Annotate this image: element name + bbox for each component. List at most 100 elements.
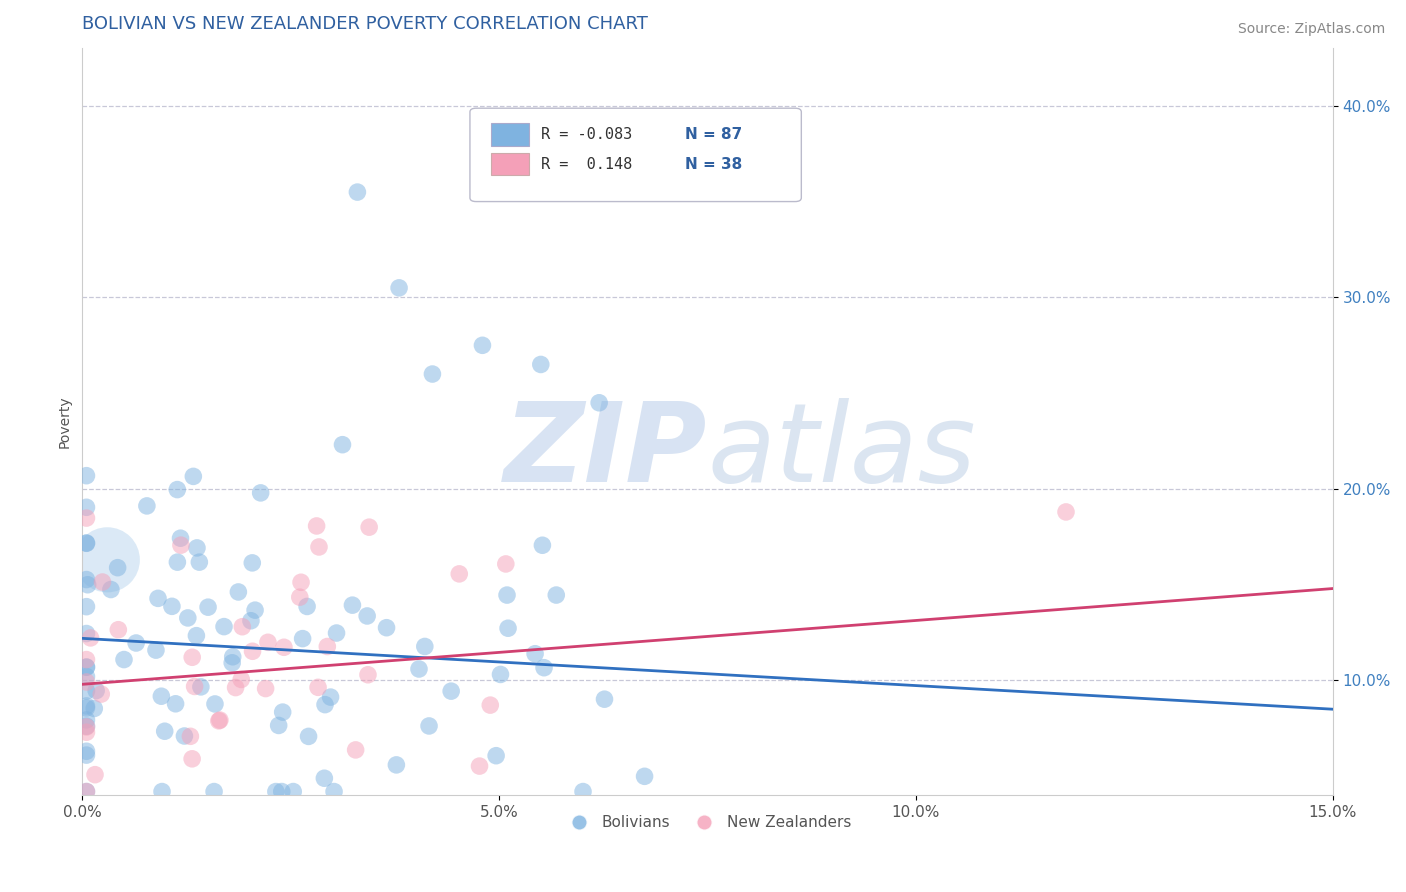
Point — [356, 609, 378, 624]
Point — [495, 557, 517, 571]
Point — [471, 338, 494, 352]
Point — [485, 748, 508, 763]
Point — [75, 784, 97, 798]
Point — [76, 578, 98, 592]
Legend: Bolivians, New Zealanders: Bolivians, New Zealanders — [558, 809, 858, 837]
Point — [316, 640, 339, 654]
Point — [173, 729, 195, 743]
Point — [181, 752, 204, 766]
Point — [75, 684, 97, 698]
Y-axis label: Poverty: Poverty — [58, 396, 72, 449]
Text: N = 87: N = 87 — [685, 127, 742, 142]
Point — [75, 599, 97, 614]
Point — [357, 667, 380, 681]
Point — [231, 673, 253, 687]
Point — [75, 701, 97, 715]
Point — [170, 538, 193, 552]
Point — [125, 636, 148, 650]
Point — [385, 757, 408, 772]
Point — [183, 680, 205, 694]
Point — [572, 784, 595, 798]
Point — [202, 784, 225, 798]
Point — [212, 619, 235, 633]
Point — [295, 599, 318, 614]
Point — [332, 438, 354, 452]
Point — [496, 621, 519, 635]
Text: R = -0.083: R = -0.083 — [541, 127, 633, 142]
Point — [388, 281, 411, 295]
Point — [283, 784, 305, 798]
Point — [314, 698, 336, 712]
Point — [593, 692, 616, 706]
Point — [314, 771, 336, 785]
Point — [183, 469, 205, 483]
Point — [267, 718, 290, 732]
Text: N = 38: N = 38 — [685, 157, 742, 172]
Point — [75, 719, 97, 733]
Point — [239, 614, 262, 628]
Point — [112, 652, 135, 666]
Point — [75, 713, 97, 727]
Point — [177, 611, 200, 625]
Point — [440, 684, 463, 698]
Point — [75, 468, 97, 483]
Point — [79, 631, 101, 645]
Point — [150, 690, 173, 704]
Point — [75, 573, 97, 587]
Point — [270, 784, 292, 798]
Point — [190, 680, 212, 694]
Point — [181, 650, 204, 665]
Point — [291, 632, 314, 646]
Point — [75, 748, 97, 763]
Point — [273, 640, 295, 655]
Point — [342, 598, 364, 612]
Point — [305, 519, 328, 533]
Point — [531, 538, 554, 552]
Point — [375, 621, 398, 635]
Point — [271, 705, 294, 719]
Text: atlas: atlas — [707, 399, 976, 505]
Point — [75, 511, 97, 525]
Point — [243, 603, 266, 617]
Point — [91, 574, 114, 589]
Point — [288, 590, 311, 604]
Point — [75, 536, 97, 550]
Point — [344, 743, 367, 757]
Bar — [491, 123, 529, 145]
Point — [188, 555, 211, 569]
Text: Source: ZipAtlas.com: Source: ZipAtlas.com — [1237, 22, 1385, 37]
Point — [413, 640, 436, 654]
Point — [240, 556, 263, 570]
Point — [84, 683, 107, 698]
Point — [75, 669, 97, 683]
Point — [153, 724, 176, 739]
Point — [166, 483, 188, 497]
Point — [588, 396, 610, 410]
Point — [533, 661, 555, 675]
Point — [408, 662, 430, 676]
Point — [165, 697, 187, 711]
Point — [530, 358, 553, 372]
Point — [107, 560, 129, 574]
Point — [75, 660, 97, 674]
Point — [479, 698, 502, 712]
Point — [225, 681, 247, 695]
Text: BOLIVIAN VS NEW ZEALANDER POVERTY CORRELATION CHART: BOLIVIAN VS NEW ZEALANDER POVERTY CORREL… — [83, 15, 648, 33]
Point — [633, 769, 655, 783]
Point — [297, 730, 319, 744]
Bar — [491, 153, 529, 176]
Point — [186, 541, 208, 555]
Point — [254, 681, 277, 696]
Text: ZIP: ZIP — [503, 399, 707, 505]
Point — [418, 719, 440, 733]
Point — [197, 600, 219, 615]
Point — [546, 588, 568, 602]
Point — [83, 701, 105, 715]
Point — [169, 531, 191, 545]
Point — [231, 620, 253, 634]
Point — [319, 690, 342, 704]
Point — [90, 687, 112, 701]
Point — [422, 367, 444, 381]
Point — [145, 643, 167, 657]
Point — [468, 759, 491, 773]
